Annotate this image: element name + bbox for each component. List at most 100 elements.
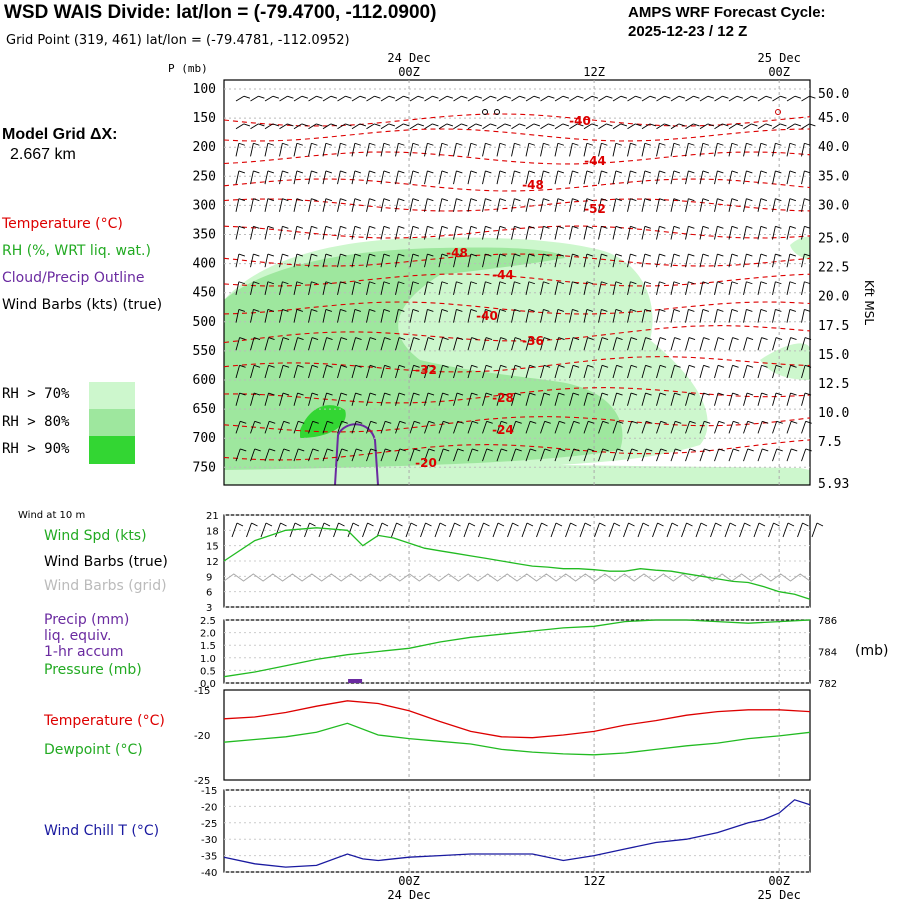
wind-barb-flag	[804, 364, 812, 368]
wind-barb-flag	[644, 142, 652, 146]
wind-barb	[496, 281, 501, 295]
wind-barb	[699, 365, 704, 379]
wind-barb	[757, 170, 762, 185]
wind-barb-flag	[732, 337, 739, 341]
wind-barb-flag	[528, 225, 536, 229]
wind-barb	[351, 448, 357, 462]
legend-rh80-swatch	[89, 409, 135, 436]
wind-barb-flag	[485, 392, 493, 396]
wind-barb-flag	[689, 420, 696, 424]
wind-barb-flag	[501, 448, 508, 452]
wind-barb-flag	[746, 337, 754, 341]
wind-barb-flag	[282, 364, 290, 368]
wind-barb-flag	[398, 392, 406, 396]
wind-barb	[772, 281, 776, 295]
wind-barb	[656, 365, 661, 379]
wind-barb	[279, 143, 283, 157]
wind-barb	[714, 198, 718, 212]
wind-barb-flag	[383, 142, 391, 146]
wind-barb-flag	[457, 420, 464, 424]
wind-barb-flag	[572, 198, 579, 202]
wind-barb	[308, 123, 317, 130]
wind-barb-flag	[398, 337, 406, 341]
wind-barb-flag	[630, 142, 637, 146]
wind-barb-flag	[591, 123, 599, 127]
wind-barb-flag	[557, 170, 565, 174]
wind-barb	[525, 170, 530, 185]
wind-barb	[525, 123, 535, 130]
wind-barb-flag	[649, 123, 657, 127]
wind-barb	[511, 198, 515, 212]
wind-barb-flag	[673, 253, 681, 257]
wind-barb-flag	[316, 123, 323, 127]
wind-barb-flag	[588, 448, 595, 452]
wind-barb-flag	[412, 309, 420, 312]
wind-barb-flag	[267, 225, 275, 229]
wind-barb-flag	[746, 225, 753, 229]
wind-barb	[714, 143, 718, 157]
wind-barb	[757, 365, 762, 379]
wind-barb-flag	[443, 448, 450, 452]
true-wind-barb-flag	[294, 522, 302, 527]
wind-barb-flag	[240, 420, 247, 424]
legend-rh80: RH > 80%	[2, 414, 70, 430]
forecast-cycle-value: 2025-12-23 / 12 Z	[628, 23, 748, 40]
wind-barb-flag	[791, 420, 798, 424]
temperature-contour-label: -20	[415, 456, 437, 470]
windchill-tick: -20	[201, 802, 217, 813]
wind-barbs-true-label: Wind Barbs (true)	[44, 554, 168, 570]
wind-barb-flag	[412, 198, 420, 202]
wind-barb-flag	[340, 364, 348, 368]
wind-barb	[554, 123, 564, 130]
wind-barb	[351, 170, 356, 185]
wind-barb	[279, 281, 283, 295]
wind-barb-flag	[804, 309, 811, 312]
grid-point-label: Grid Point (319, 461) lat/lon = (-79.478…	[6, 33, 350, 48]
wind-barb-flag	[762, 448, 769, 452]
wind-barb-flag	[500, 392, 507, 396]
wind-barb	[569, 198, 573, 212]
wind-barb	[235, 226, 240, 240]
wind-barb	[714, 421, 720, 434]
true-wind-barb-flag	[439, 522, 447, 527]
wind-barb	[322, 253, 327, 268]
wind-barb-flag	[515, 420, 522, 424]
wind-barb-flag	[272, 95, 280, 99]
wind-barb-flag	[645, 392, 652, 396]
true-wind-barb-flag	[323, 522, 331, 527]
wind-barb-flag	[369, 281, 376, 285]
wind-barb-flag	[702, 170, 710, 174]
wind-barb-flag	[514, 142, 521, 146]
wind-barb	[743, 309, 747, 323]
wind-barb-flag	[548, 95, 555, 99]
wind-barb	[482, 337, 487, 351]
wind-barb-flag	[702, 309, 710, 312]
wind-barb-flag	[470, 198, 478, 202]
wind-barb	[743, 123, 752, 130]
wind-barb-flag	[514, 198, 521, 202]
wind-barb	[467, 253, 472, 268]
wind-barb	[786, 123, 796, 130]
wind-barb-flag	[356, 448, 363, 452]
wind-barb-flag	[717, 337, 725, 341]
wind-barb	[569, 170, 573, 185]
wind-barb-flag	[673, 309, 681, 312]
wind-barb	[250, 123, 259, 130]
wind-barb	[322, 198, 327, 212]
pressure-tick: 550	[193, 344, 216, 359]
wind-barb-flag	[736, 95, 744, 99]
wind-barb	[714, 123, 723, 130]
wind-barb	[699, 123, 709, 130]
wind-barb	[772, 448, 778, 462]
true-wind-barb-flag	[425, 522, 432, 527]
wind-barb-flag	[746, 364, 754, 368]
precip-tick: 0.5	[200, 666, 216, 677]
wind-barb	[424, 143, 428, 157]
wind-barb-flag	[253, 337, 261, 341]
wind-barb	[235, 170, 240, 185]
wind-barb	[264, 226, 269, 240]
wind-barb	[627, 448, 633, 462]
wind-barb-flag	[601, 392, 609, 396]
wind-barb-flag	[602, 420, 609, 424]
pressure-tick: 700	[193, 431, 216, 446]
